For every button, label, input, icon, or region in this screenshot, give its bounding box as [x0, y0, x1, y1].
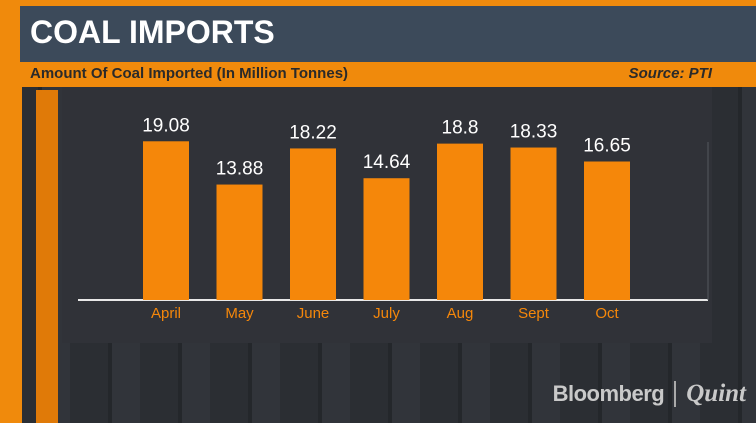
bar-july — [363, 178, 410, 300]
left-accent-bar-secondary — [36, 90, 58, 423]
brand-logo: Bloomberg Quint — [553, 380, 746, 408]
data-label: 13.88 — [216, 159, 264, 180]
x-tick-label: Sept — [518, 305, 550, 322]
x-tick-label: July — [373, 305, 400, 322]
bar-sept — [510, 147, 557, 300]
chart-subtitle: Amount Of Coal Imported (In Million Tonn… — [30, 65, 349, 82]
bar-oct — [584, 161, 630, 300]
brand-name: Bloomberg — [552, 381, 665, 406]
subtitle-bar: Amount Of Coal Imported (In Million Tonn… — [20, 62, 756, 87]
brand-partner: Quint — [686, 380, 746, 407]
x-tick-label: Aug — [447, 305, 474, 322]
x-tick-label: Oct — [595, 305, 619, 322]
data-label: 18.8 — [442, 118, 479, 139]
x-tick-label: April — [151, 305, 181, 322]
data-label: 14.64 — [363, 152, 411, 173]
page-title: COAL IMPORTS — [30, 14, 275, 50]
title-bar: COAL IMPORTS — [20, 6, 756, 62]
chart-panel: 19.08 April 13.88 May 18.22 June 14.64 July 18.8… — [62, 87, 712, 343]
bar-chart: 19.08 April 13.88 May 18.22 June 14.64 July 18.8… — [78, 115, 709, 322]
bar-april — [143, 141, 189, 300]
data-label: 19.08 — [142, 115, 190, 136]
top-accent-strip — [0, 0, 756, 6]
data-label: 18.33 — [510, 122, 558, 143]
bar-may — [216, 184, 263, 300]
source-label: Source: PTI — [628, 65, 712, 82]
x-tick-label: June — [297, 305, 330, 322]
bar-june — [290, 148, 336, 300]
brand-divider — [674, 381, 677, 407]
left-accent-bar — [0, 0, 22, 423]
bar-aug — [437, 143, 483, 300]
data-label: 16.65 — [583, 136, 631, 157]
x-tick-label: May — [225, 305, 254, 322]
data-label: 18.22 — [289, 122, 337, 143]
